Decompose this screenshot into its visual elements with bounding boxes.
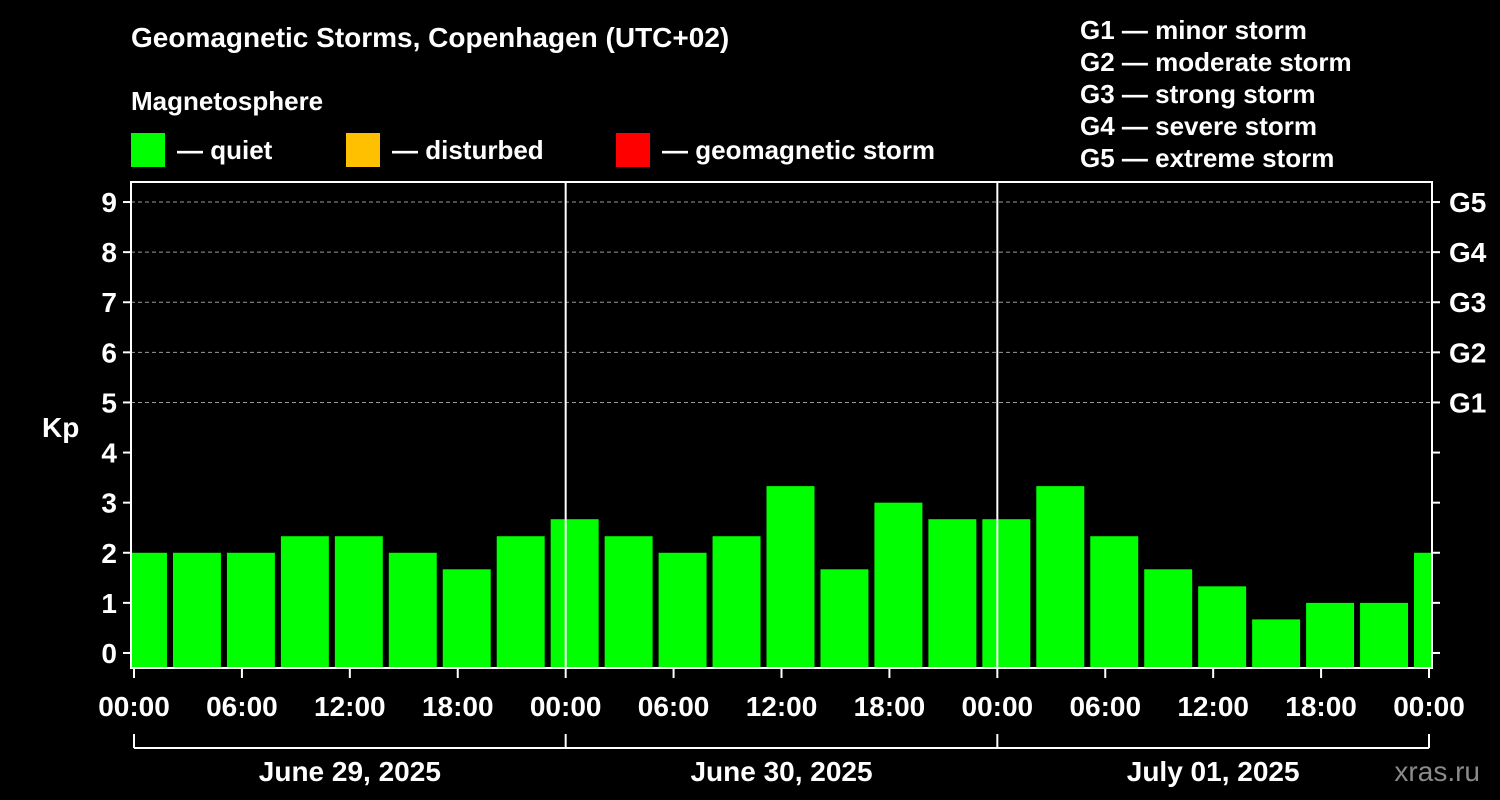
kp-bar xyxy=(172,552,221,668)
x-tick-label: 06:00 xyxy=(1069,691,1141,722)
kp-bar xyxy=(1198,586,1247,668)
kp-bar xyxy=(874,502,923,668)
y-tick-label: 8 xyxy=(101,237,117,268)
x-tick-label: 12:00 xyxy=(746,691,818,722)
storm-scale-g3: G3 — strong storm xyxy=(1080,79,1316,109)
y-tick-label: 7 xyxy=(101,287,117,318)
g-level-label: G2 xyxy=(1449,337,1486,368)
storm-scale-g2: G2 — moderate storm xyxy=(1080,47,1352,77)
kp-bar xyxy=(712,536,761,668)
legend-item-storm: — geomagnetic storm xyxy=(616,132,935,168)
y-tick-label: 5 xyxy=(101,387,117,418)
kp-bar xyxy=(226,552,275,668)
kp-bar xyxy=(1306,602,1355,668)
kp-bar xyxy=(982,519,1031,668)
g-level-label: G1 xyxy=(1449,387,1486,418)
kp-bar xyxy=(928,519,977,668)
kp-bar xyxy=(388,552,437,668)
kp-bar xyxy=(132,552,167,668)
kp-bar xyxy=(604,536,653,668)
watermark: xras.ru xyxy=(1394,756,1480,787)
g-level-label: G3 xyxy=(1449,287,1486,318)
legend-swatch-storm xyxy=(616,133,650,167)
x-tick-label: 18:00 xyxy=(1285,691,1357,722)
legend-swatch-disturbed xyxy=(346,133,380,167)
kp-bar xyxy=(1036,486,1085,668)
g-level-label: G4 xyxy=(1449,237,1487,268)
y-tick-label: 4 xyxy=(101,438,117,469)
x-tick-label: 18:00 xyxy=(422,691,494,722)
x-tick-label: 12:00 xyxy=(314,691,386,722)
x-tick-label: 00:00 xyxy=(98,691,170,722)
y-tick-label: 0 xyxy=(101,638,117,669)
kp-bar xyxy=(550,519,599,668)
x-tick-label: 00:00 xyxy=(530,691,602,722)
legend-label-storm: — geomagnetic storm xyxy=(662,134,936,165)
y-tick-label: 2 xyxy=(101,538,117,569)
y-tick-label: 3 xyxy=(101,488,117,519)
kp-bar xyxy=(1090,536,1139,668)
kp-bar xyxy=(658,552,707,668)
kp-bar xyxy=(1144,569,1193,668)
storm-scale-g1: G1 — minor storm xyxy=(1080,15,1307,45)
date-label: June 30, 2025 xyxy=(690,756,872,787)
kp-bar xyxy=(1360,602,1409,668)
x-tick-label: 00:00 xyxy=(962,691,1034,722)
kp-bar xyxy=(442,569,491,668)
legend-label-quiet: — quiet xyxy=(177,134,273,165)
x-tick-label: 06:00 xyxy=(638,691,710,722)
date-label: July 01, 2025 xyxy=(1127,756,1300,787)
y-axis-label: Kp xyxy=(42,412,79,443)
x-tick-label: 18:00 xyxy=(854,691,926,722)
g-level-label: G5 xyxy=(1449,187,1486,218)
y-tick-label: 6 xyxy=(101,337,117,368)
kp-bar xyxy=(766,486,815,668)
date-label: June 29, 2025 xyxy=(259,756,441,787)
x-tick-label: 12:00 xyxy=(1177,691,1249,722)
y-tick-label: 9 xyxy=(101,187,117,218)
y-tick-label: 1 xyxy=(101,588,117,619)
legend-item-disturbed: — disturbed xyxy=(346,132,544,168)
storm-scale-g4: G4 — severe storm xyxy=(1080,111,1318,141)
storm-scale-g5: G5 — extreme storm xyxy=(1080,143,1335,173)
legend-item-quiet: — quiet xyxy=(131,132,272,168)
x-tick-label: 00:00 xyxy=(1393,691,1465,722)
kp-bar xyxy=(1252,619,1301,668)
kp-bar xyxy=(1414,552,1431,668)
x-tick-label: 06:00 xyxy=(206,691,278,722)
legend-label-disturbed: — disturbed xyxy=(392,134,544,165)
magnetosphere-label: Magnetosphere xyxy=(131,86,324,116)
legend-swatch-quiet xyxy=(131,133,165,167)
chart-title: Geomagnetic Storms, Copenhagen (UTC+02) xyxy=(131,22,730,53)
kp-bar xyxy=(820,569,869,668)
kp-bar xyxy=(280,536,329,668)
kp-bar xyxy=(334,536,383,668)
storm-scale-legend: G1 — minor storm G2 — moderate storm G3 … xyxy=(1080,14,1352,174)
kp-bar xyxy=(496,536,545,668)
